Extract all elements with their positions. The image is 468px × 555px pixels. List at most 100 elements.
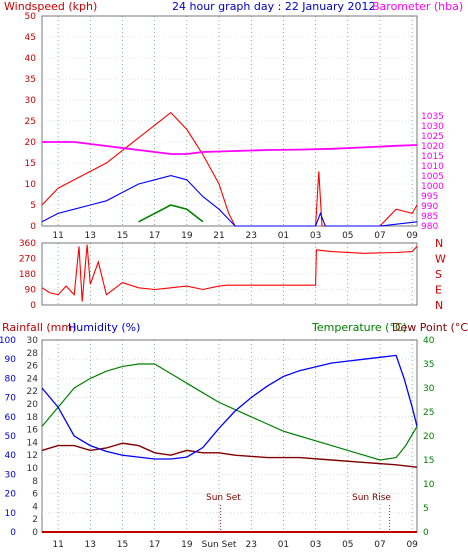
windspeed-tick-label: 35 [25,75,36,85]
windspeed-tick-label: 30 [25,96,37,106]
rainfall-tick-label: 10 [27,464,39,474]
barometer-tick-label: 1030 [421,122,444,132]
humidity-tick-label: 70 [5,394,17,404]
temperature-tick-label: 15 [423,456,434,466]
barometer-tick-label: 1020 [421,142,444,152]
humidity-tick-label: 80 [5,374,17,384]
windspeed-tick-label: 25 [25,117,36,127]
rainfall-legend-label: Rainfall (mm) [2,321,76,334]
axis-layer: 0510152025303540455098098599099510001005… [0,12,446,550]
humidity-tick-label: 40 [5,451,17,461]
humidity-tick-label: 100 [0,336,16,346]
temperature-tick-label: 0 [423,528,429,538]
temperature-x-tick-label: 13 [85,540,96,550]
wind-x-tick-label: 13 [85,231,96,241]
rainfall-tick-label: 2 [32,515,38,525]
temperature-x-tick-label: 15 [117,540,128,550]
barometer-tick-label: 1015 [421,152,444,162]
temperature-line [41,363,418,461]
direction-tick-label: 270 [19,255,36,265]
temperature-x-tick-label: 19 [181,540,193,550]
rainfall-tick-label: 26 [27,362,39,372]
dewpoint-line [41,442,418,468]
wind-x-tick-label: 15 [117,231,128,241]
average-wind-line [138,204,204,223]
humidity-legend-label: Humidity (%) [68,321,140,334]
temperature-tick-label: 10 [423,480,435,490]
humidity-tick-label: 90 [5,355,17,365]
temperature-tick-label: 25 [423,408,434,418]
rainfall-tick-label: 8 [32,477,38,487]
temperature-x-tick-label: 17 [149,540,160,550]
wind-direction-line [41,244,418,302]
rainfall-tick-label: 14 [27,438,39,448]
wind-x-tick-label: 07 [374,231,385,241]
series-layer [41,111,418,533]
wind-x-tick-label: 21 [213,231,224,241]
wind-x-tick-label: 03 [310,231,321,241]
windspeed-tick-label: 50 [25,12,37,22]
wind-x-tick-label: 09 [406,231,418,241]
humidity-tick-label: 0 [10,528,16,538]
rainfall-tick-label: 16 [27,426,39,436]
humidity-tick-label: 10 [5,509,17,519]
compass-label: E [435,284,442,297]
temperature-x-tick-label: 01 [278,540,289,550]
barometer-tick-label: 985 [421,212,438,222]
rainfall-tick-label: 30 [27,336,39,346]
barometer-tick-label: 990 [421,202,438,212]
gust-line [41,175,418,227]
humidity-tick-label: 60 [5,413,17,423]
direction-tick-label: 0 [30,301,36,311]
rainfall-tick-label: 20 [27,400,39,410]
rainfall-tick-label: 22 [27,387,38,397]
temperature-x-tick-label: 11 [52,540,63,550]
windspeed-tick-label: 5 [30,201,36,211]
rainfall-tick-label: 4 [32,502,38,512]
rainfall-tick-label: 0 [32,528,38,538]
windspeed-line [41,111,418,227]
windspeed-tick-label: 15 [25,159,36,169]
windspeed-axis-title: Windspeed (kph) [4,0,97,13]
wind-x-tick-label: 11 [52,231,63,241]
barometer-line [42,141,418,155]
windspeed-tick-label: 45 [25,33,36,43]
barometer-tick-label: 1000 [421,182,444,192]
wind-x-tick-label: 17 [149,231,160,241]
rainfall-tick-label: 28 [27,349,39,359]
barometer-tick-label: 1035 [421,112,444,122]
windspeed-tick-label: 10 [25,180,37,190]
barometer-tick-label: 980 [421,222,438,232]
graph-title: 24 hour graph day : 22 January 2012 [172,0,376,13]
barometer-tick-label: 1025 [421,132,444,142]
temperature-tick-label: 30 [423,384,435,394]
temperature-x-tick-label: 05 [342,540,353,550]
rainfall-tick-label: 12 [27,451,38,461]
dewpoint-legend-label: Dew Point (°C) [392,321,468,334]
rainfall-tick-label: 24 [27,374,39,384]
humidity-tick-label: 20 [5,490,17,500]
barometer-axis-title: Barometer (hba) [372,0,463,13]
temperature-tick-label: 35 [423,360,434,370]
compass-label: W [435,253,446,266]
compass-label: N [435,299,443,312]
windspeed-tick-label: 20 [25,138,37,148]
barometer-tick-label: 995 [421,192,438,202]
wind-x-tick-label: 23 [246,231,257,241]
temperature-x-tick-label: 09 [406,540,418,550]
barometer-tick-label: 1010 [421,162,444,172]
direction-tick-label: 90 [25,286,37,296]
temperature-x-tick-label: 03 [310,540,321,550]
wind-x-tick-label: 19 [181,231,193,241]
humidity-tick-label: 50 [5,432,17,442]
temperature-x-tick-label: 07 [374,540,385,550]
compass-label: S [435,268,442,281]
compass-label: N [435,237,443,250]
temperature-tick-label: 5 [423,504,429,514]
temperature-legend-label: Temperature (°C) [311,321,407,334]
windspeed-tick-label: 0 [30,222,36,232]
windspeed-tick-label: 40 [25,54,37,64]
barometer-tick-label: 1005 [421,172,444,182]
temperature-x-tick-label: Sun Set [202,540,237,550]
